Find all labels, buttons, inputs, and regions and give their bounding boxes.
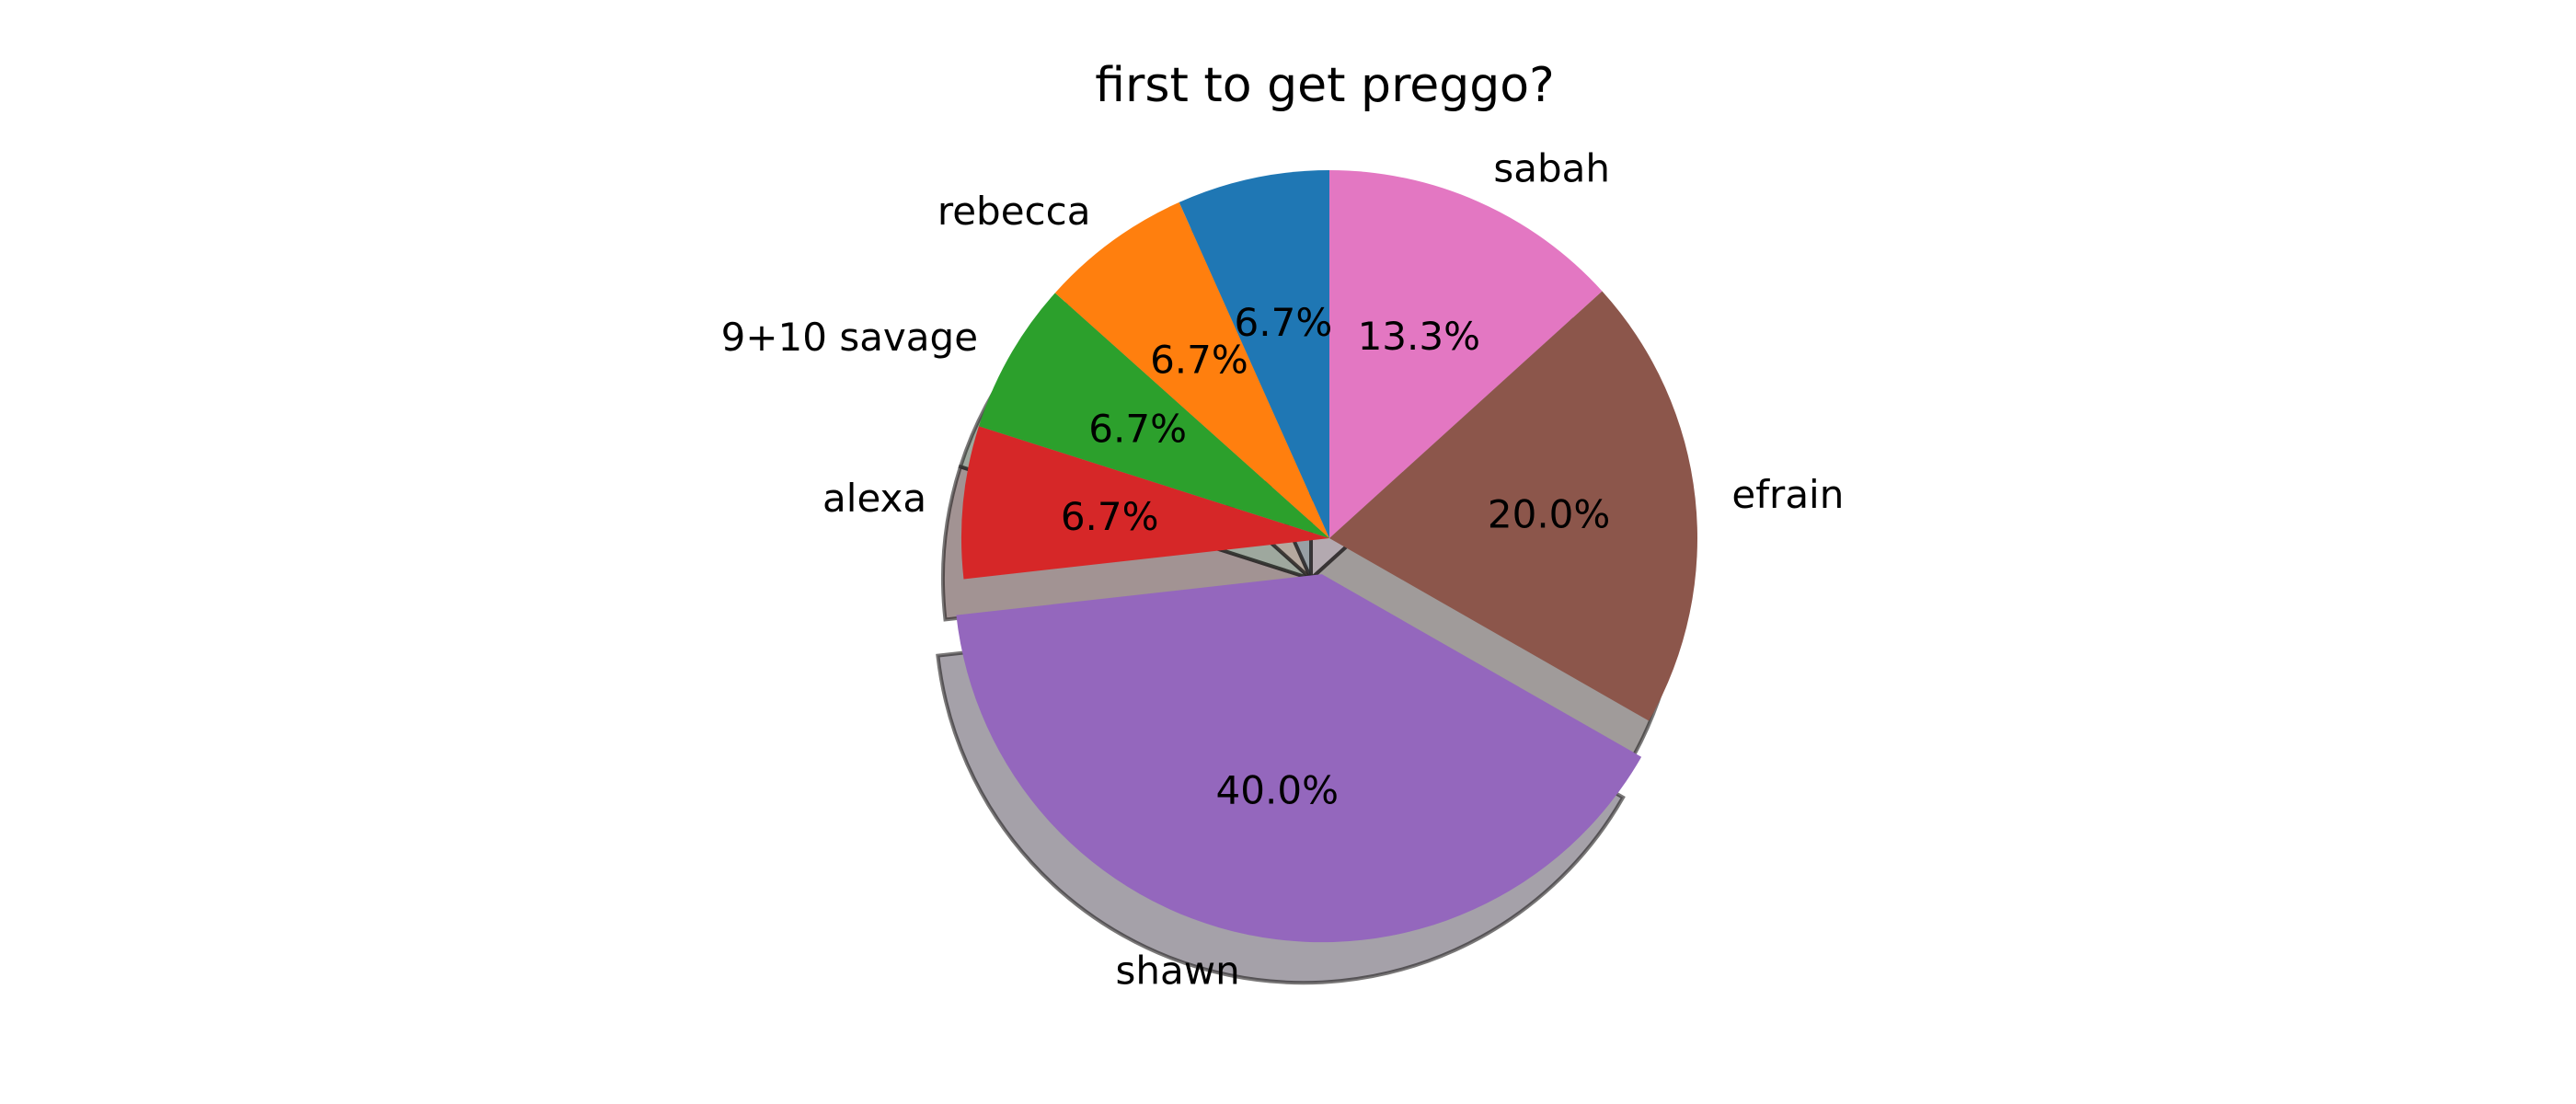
slice-label-rebecca: rebecca [937,189,1091,234]
slice-label-shawn: shawn [1116,949,1240,994]
pct-label-rebecca: 6.7% [1150,338,1248,383]
pct-label-unlabeled-6: 6.7% [1235,300,1333,345]
slice-shawn [956,574,1642,943]
slice-label-9-10-savage: 9+10 savage [721,315,978,360]
slice-labels: 13.3% sabah 20.0% efrain 40.0% shawn 6.7% alexa… [721,145,1845,993]
slice-label-efrain: efrain [1731,472,1844,517]
slice-9-10-savage [978,293,1329,538]
slice-efrain [1329,291,1697,721]
pct-label-sabah: 13.3% [1358,314,1480,359]
chart-title: first to get preggo? [1095,58,1554,113]
pct-label-alexa: 6.7% [1061,494,1159,539]
slice-label-sabah: sabah [1493,145,1610,190]
slice-label-alexa: alexa [822,476,926,521]
pct-label-9-10-savage: 6.7% [1088,406,1187,451]
pct-label-shawn: 40.0% [1216,768,1339,813]
slice-rebecca [1054,201,1329,538]
slice-sabah [1329,170,1603,538]
slice-unlabeled-6 [1179,170,1329,538]
slice-alexa [961,426,1329,580]
pie-slices [956,170,1697,943]
pct-label-efrain: 20.0% [1488,492,1610,537]
